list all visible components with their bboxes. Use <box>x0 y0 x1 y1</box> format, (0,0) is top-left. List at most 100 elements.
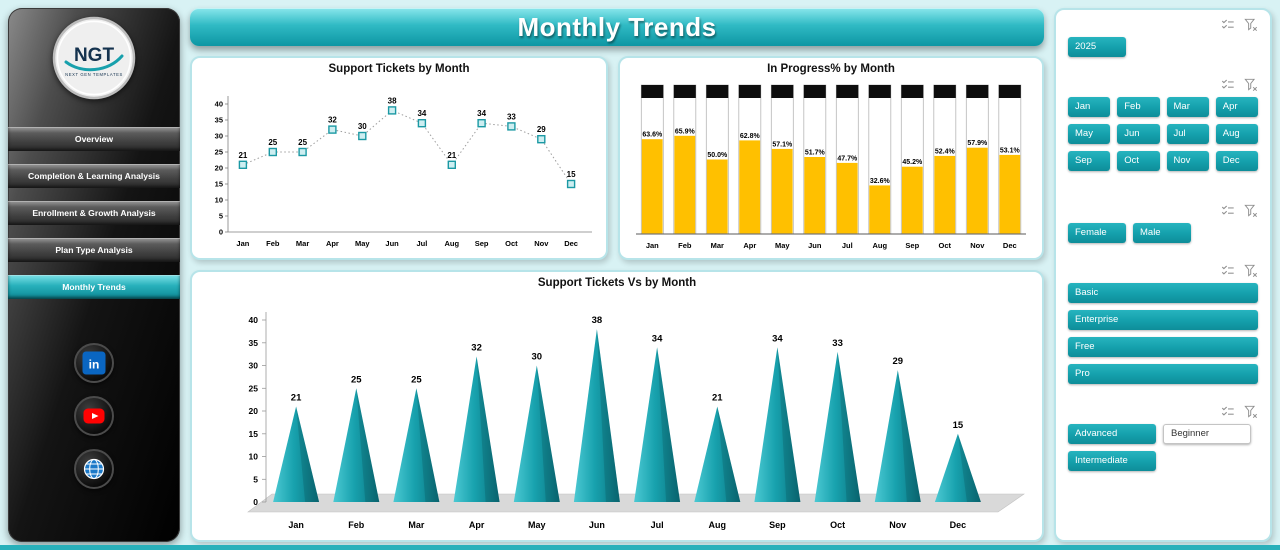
ngt-logo: NGT NEXT GEN TEMPLATES <box>52 16 136 105</box>
svg-text:20: 20 <box>215 164 223 173</box>
svg-text:21: 21 <box>447 151 456 160</box>
svg-text:15: 15 <box>249 429 259 439</box>
svg-text:32: 32 <box>471 342 482 353</box>
svg-text:Sep: Sep <box>769 520 786 530</box>
multi-select-icon[interactable] <box>1221 264 1235 278</box>
level-option-beginner[interactable]: Beginner <box>1163 424 1251 444</box>
svg-text:Dec: Dec <box>950 520 967 530</box>
month-option-dec[interactable]: Dec <box>1215 151 1258 171</box>
svg-text:25: 25 <box>351 374 362 385</box>
svg-text:Feb: Feb <box>678 241 692 250</box>
month-option-apr[interactable]: Apr <box>1215 97 1258 117</box>
month-option-sep[interactable]: Sep <box>1068 151 1111 171</box>
svg-text:35: 35 <box>215 116 223 125</box>
svg-text:10: 10 <box>215 196 223 205</box>
svg-text:Oct: Oct <box>939 241 952 250</box>
svg-text:Dec: Dec <box>1003 241 1017 250</box>
svg-text:29: 29 <box>537 125 546 134</box>
svg-text:Jun: Jun <box>808 241 822 250</box>
multi-select-icon[interactable] <box>1221 204 1235 218</box>
month-option-oct[interactable]: Oct <box>1117 151 1160 171</box>
year-option-2025[interactable]: 2025 <box>1068 37 1126 57</box>
sidebar-item-overview[interactable]: Overview <box>8 127 180 151</box>
svg-text:21: 21 <box>712 393 723 404</box>
left-sidebar: NGT NEXT GEN TEMPLATES Overview Completio… <box>8 8 180 542</box>
svg-text:Jun: Jun <box>589 520 605 530</box>
svg-text:40: 40 <box>215 100 223 109</box>
sidebar-item-plan-type-analysis[interactable]: Plan Type Analysis <box>8 238 180 262</box>
svg-text:Aug: Aug <box>445 239 460 248</box>
month-option-jun[interactable]: Jun <box>1117 124 1160 144</box>
page-title: Monthly Trends <box>517 11 717 42</box>
svg-text:Oct: Oct <box>830 520 845 530</box>
multi-select-icon[interactable] <box>1221 405 1235 419</box>
line-chart-title: Support Tickets by Month <box>328 63 470 75</box>
svg-text:25: 25 <box>298 138 307 147</box>
year-slicer: 2025 <box>1068 18 1258 57</box>
multi-select-icon[interactable] <box>1221 18 1235 32</box>
svg-text:Aug: Aug <box>709 520 727 530</box>
svg-text:Jun: Jun <box>385 239 399 248</box>
in-progress-card: In Progress% by Month 63.6% Jan 65.9% Feb 50… <box>618 56 1044 260</box>
sidebar-item-enrollment-growth-analysis[interactable]: Enrollment & Growth Analysis <box>8 201 180 225</box>
multi-select-icon[interactable] <box>1221 78 1235 92</box>
plan-slicer: Basic Enterprise Free Pro <box>1068 264 1258 384</box>
svg-text:0: 0 <box>219 228 223 237</box>
svg-text:32: 32 <box>328 116 337 125</box>
level-slicer: Advanced Beginner Intermediate <box>1068 405 1258 471</box>
svg-text:Jul: Jul <box>651 520 664 530</box>
svg-text:35: 35 <box>249 338 259 348</box>
svg-text:30: 30 <box>249 361 259 371</box>
month-option-aug[interactable]: Aug <box>1215 124 1258 144</box>
svg-text:Mar: Mar <box>408 520 425 530</box>
svg-text:Oct: Oct <box>505 239 518 248</box>
svg-text:25: 25 <box>215 148 223 157</box>
svg-text:Jan: Jan <box>646 241 659 250</box>
sidebar-item-monthly-trends[interactable]: Monthly Trends <box>8 275 180 299</box>
plan-option-pro[interactable]: Pro <box>1068 364 1258 384</box>
slicer-panel: 2025 Jan Feb Mar Apr May Jun Jul Aug Sep Oct Nov Dec… <box>1054 8 1272 542</box>
support-tickets-vs-card: Support Tickets Vs by Month 0 5 10 15 20 25 30… <box>190 270 1044 542</box>
gender-option-female[interactable]: Female <box>1068 223 1126 243</box>
svg-text:25: 25 <box>268 138 277 147</box>
top-charts-row: Support Tickets by Month 0 5 10 15 20 25 30 35 4… <box>190 56 1044 260</box>
plan-option-free[interactable]: Free <box>1068 337 1258 357</box>
month-option-jan[interactable]: Jan <box>1068 97 1111 117</box>
svg-text:Apr: Apr <box>469 520 485 530</box>
plan-option-basic[interactable]: Basic <box>1068 283 1258 303</box>
plan-slicer-header-icons <box>1068 264 1258 278</box>
sidebar-item-completion-learning-analysis[interactable]: Completion & Learning Analysis <box>8 164 180 188</box>
svg-text:34: 34 <box>417 109 426 118</box>
gender-option-male[interactable]: Male <box>1133 223 1191 243</box>
month-slicer: Jan Feb Mar Apr May Jun Jul Aug Sep Oct Nov Dec <box>1068 78 1258 171</box>
svg-text:57.9%: 57.9% <box>967 140 988 147</box>
year-slicer-header-icons <box>1068 18 1258 32</box>
svg-text:Sep: Sep <box>905 241 919 250</box>
month-option-may[interactable]: May <box>1068 124 1111 144</box>
social-icons: in <box>74 343 114 489</box>
month-option-jul[interactable]: Jul <box>1166 124 1209 144</box>
svg-text:Apr: Apr <box>326 239 339 248</box>
level-option-advanced[interactable]: Advanced <box>1068 424 1156 444</box>
website-icon[interactable] <box>74 449 114 489</box>
logo-subtext: NEXT GEN TEMPLATES <box>65 72 123 77</box>
svg-text:30: 30 <box>358 122 367 131</box>
clear-filter-icon[interactable] <box>1244 18 1258 32</box>
month-option-feb[interactable]: Feb <box>1117 97 1160 117</box>
support-tickets-cone-chart: 0 5 10 15 20 25 30 35 40 21 Jan 25 Feb 25 Mar 32 Apr 30 Ma… <box>247 312 1025 530</box>
clear-filter-icon[interactable] <box>1244 78 1258 92</box>
svg-text:Aug: Aug <box>873 241 888 250</box>
month-option-mar[interactable]: Mar <box>1166 97 1209 117</box>
level-options: Advanced Beginner Intermediate <box>1068 424 1258 471</box>
clear-filter-icon[interactable] <box>1244 405 1258 419</box>
plan-option-enterprise[interactable]: Enterprise <box>1068 310 1258 330</box>
clear-filter-icon[interactable] <box>1244 204 1258 218</box>
level-option-intermediate[interactable]: Intermediate <box>1068 451 1156 471</box>
linkedin-icon[interactable]: in <box>74 343 114 383</box>
svg-text:Feb: Feb <box>348 520 365 530</box>
svg-text:15: 15 <box>953 420 964 431</box>
youtube-icon[interactable] <box>74 396 114 436</box>
month-option-nov[interactable]: Nov <box>1166 151 1209 171</box>
clear-filter-icon[interactable] <box>1244 264 1258 278</box>
